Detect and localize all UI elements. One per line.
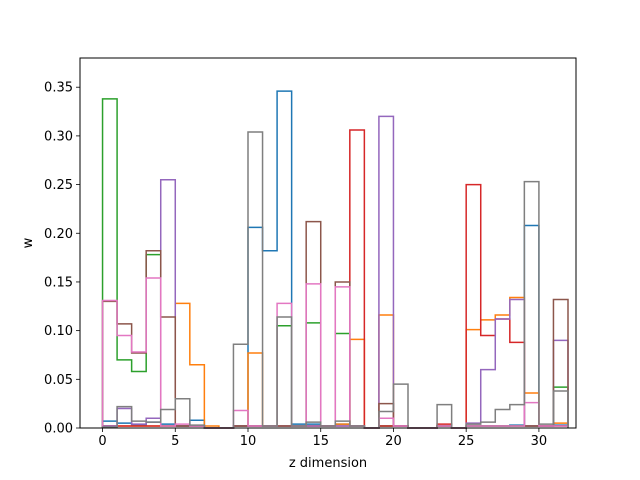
series-layer: [101, 90, 569, 429]
x-tick-label: 10: [240, 434, 257, 449]
x-tick-label: 5: [171, 434, 179, 449]
y-tick-label: 0.15: [44, 275, 73, 290]
y-axis-label: w: [21, 237, 36, 248]
y-tick-label: 0.25: [44, 178, 73, 193]
y-tick-label: 0.20: [44, 227, 73, 242]
x-tick-label: 15: [312, 434, 329, 449]
x-tick-label: 30: [531, 434, 548, 449]
x-axis-label: z dimension: [289, 456, 367, 471]
y-tick-label: 0.05: [44, 373, 73, 388]
y-tick-label: 0.10: [44, 324, 73, 339]
x-axis: 0 5 10 15 20 25 30: [98, 428, 547, 449]
y-axis: 0.00 0.05 0.10 0.15 0.20 0.25 0.30 0.35: [44, 81, 80, 437]
y-tick-label: 0.35: [44, 81, 73, 96]
y-tick-label: 0.30: [44, 129, 73, 144]
x-tick-label: 0: [98, 434, 106, 449]
y-tick-label: 0.00: [44, 422, 73, 437]
series-8-step-line: [101, 131, 569, 429]
plot-frame: [79, 57, 577, 429]
x-tick-label: 20: [385, 434, 402, 449]
x-tick-label: 25: [458, 434, 475, 449]
